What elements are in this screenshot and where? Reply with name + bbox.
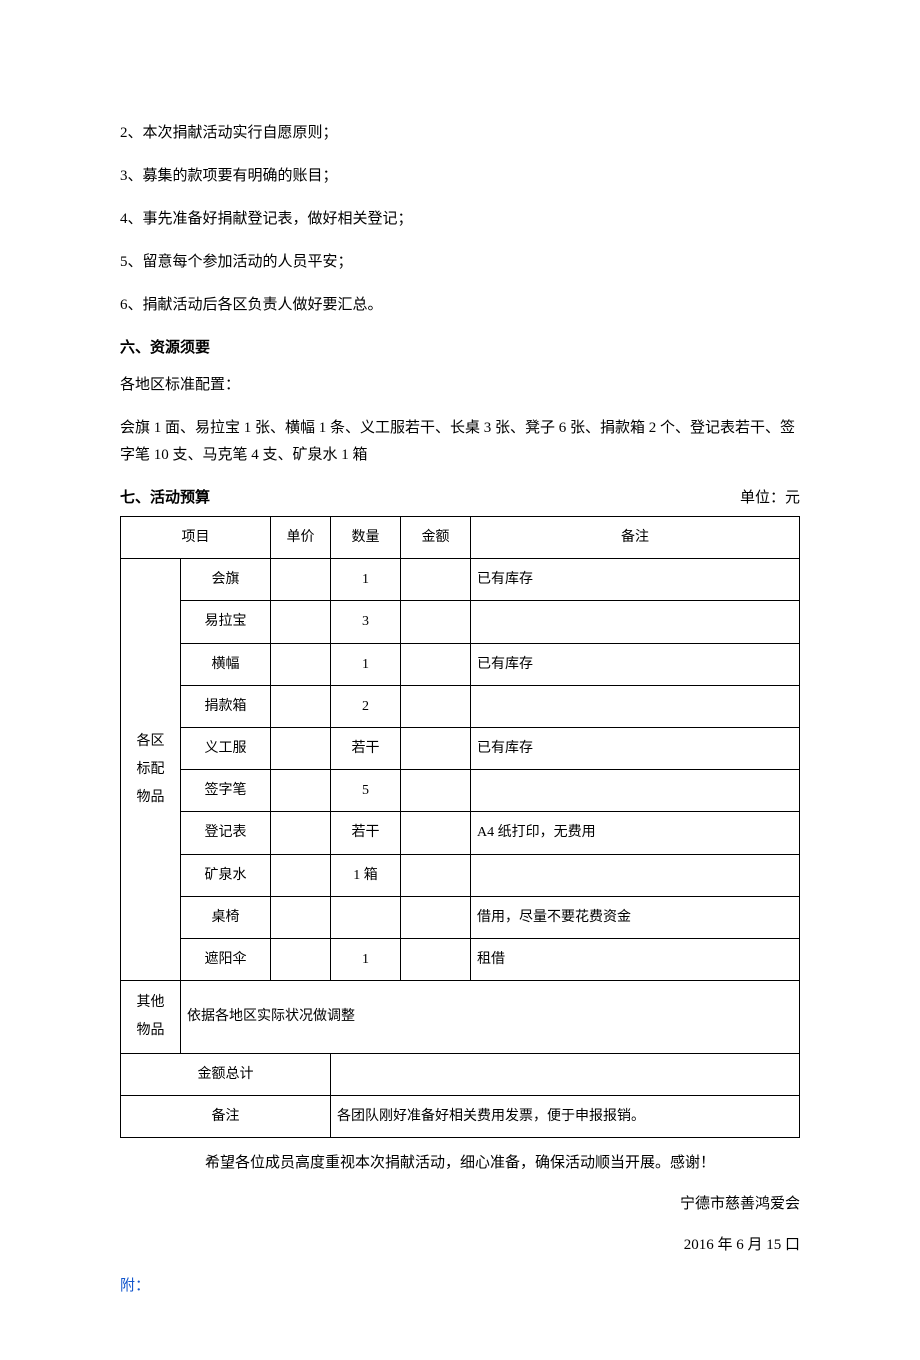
cell-item: 易拉宝	[181, 601, 271, 643]
cell-amount	[401, 685, 471, 727]
cell-note: A4 纸打印，无费用	[471, 812, 800, 854]
cell-price	[271, 770, 331, 812]
cell-note	[471, 770, 800, 812]
paragraph-3: 3、募集的款项要有明确的账目；	[120, 163, 800, 190]
cell-note	[471, 685, 800, 727]
cell-note: 已有库存	[471, 643, 800, 685]
header-amount: 金额	[401, 517, 471, 559]
budget-table: 项目 单价 数量 金额 备注 各区 标配 物品 会旗 1 已有库存 易拉宝 3 …	[120, 516, 800, 1138]
table-row: 义工服 若干 已有库存	[121, 727, 800, 769]
table-row: 各区 标配 物品 会旗 1 已有库存	[121, 559, 800, 601]
cell-amount	[401, 896, 471, 938]
cell-item: 桌椅	[181, 896, 271, 938]
cell-price	[271, 643, 331, 685]
cell-amount	[401, 938, 471, 980]
paragraph-4: 4、事先准备好捐献登记表，做好相关登记；	[120, 206, 800, 233]
remark-label-cell: 备注	[121, 1096, 331, 1138]
cell-item: 横幅	[181, 643, 271, 685]
closing-line: 希望各位成员高度重视本次捐献活动，细心准备，确保活动顺当开展。感谢！	[120, 1150, 800, 1177]
cell-note	[471, 854, 800, 896]
table-row: 桌椅 借用，尽量不要花费资金	[121, 896, 800, 938]
cell-item: 义工服	[181, 727, 271, 769]
total-value-cell	[331, 1054, 800, 1096]
cell-qty: 1 箱	[331, 854, 401, 896]
cell-note: 租借	[471, 938, 800, 980]
header-price: 单价	[271, 517, 331, 559]
table-remark-row: 备注 各团队刚好准备好相关费用发票，便于申报报销。	[121, 1096, 800, 1138]
cell-qty: 3	[331, 601, 401, 643]
table-row: 横幅 1 已有库存	[121, 643, 800, 685]
section-7-heading: 七、活动预算	[120, 485, 210, 512]
cell-item: 矿泉水	[181, 854, 271, 896]
cell-price	[271, 685, 331, 727]
cell-price	[271, 854, 331, 896]
cell-item: 登记表	[181, 812, 271, 854]
other-text-cell: 依据各地区实际状况做调整	[181, 981, 800, 1054]
cell-qty: 5	[331, 770, 401, 812]
header-note: 备注	[471, 517, 800, 559]
table-total-row: 金额总计	[121, 1054, 800, 1096]
cell-note: 借用，尽量不要花费资金	[471, 896, 800, 938]
cell-item: 捐款箱	[181, 685, 271, 727]
cell-amount	[401, 643, 471, 685]
table-other-row: 其他 物品 依据各地区实际状况做调整	[121, 981, 800, 1054]
table-row: 捐款箱 2	[121, 685, 800, 727]
cell-item: 签字笔	[181, 770, 271, 812]
paragraph-5: 5、留意每个参加活动的人员平安；	[120, 249, 800, 276]
unit-label: 单位：元	[740, 485, 800, 512]
section-6-heading: 六、资源须要	[120, 335, 800, 362]
cell-price	[271, 896, 331, 938]
cell-price	[271, 812, 331, 854]
table-row: 签字笔 5	[121, 770, 800, 812]
other-label-cell: 其他 物品	[121, 981, 181, 1054]
cell-qty: 2	[331, 685, 401, 727]
table-row: 易拉宝 3	[121, 601, 800, 643]
cell-amount	[401, 770, 471, 812]
section-6-line1: 各地区标准配置：	[120, 372, 800, 399]
cell-item: 会旗	[181, 559, 271, 601]
cell-item: 遮阳伞	[181, 938, 271, 980]
cell-qty: 1	[331, 643, 401, 685]
header-item: 项目	[121, 517, 271, 559]
cell-amount	[401, 559, 471, 601]
table-row: 登记表 若干 A4 纸打印，无费用	[121, 812, 800, 854]
table-row: 遮阳伞 1 租借	[121, 938, 800, 980]
group-label-cell: 各区 标配 物品	[121, 559, 181, 981]
cell-amount	[401, 601, 471, 643]
section-6-line2: 会旗 1 面、易拉宝 1 张、横幅 1 条、义工服若干、长桌 3 张、凳子 6 …	[120, 415, 800, 469]
header-qty: 数量	[331, 517, 401, 559]
cell-qty: 若干	[331, 727, 401, 769]
cell-note: 已有库存	[471, 559, 800, 601]
paragraph-2: 2、本次捐献活动实行自愿原则；	[120, 120, 800, 147]
cell-price	[271, 727, 331, 769]
closing-date: 2016 年 6 月 15 口	[120, 1232, 800, 1259]
cell-note	[471, 601, 800, 643]
cell-price	[271, 601, 331, 643]
cell-qty: 1	[331, 559, 401, 601]
cell-qty: 1	[331, 938, 401, 980]
cell-qty	[331, 896, 401, 938]
cell-price	[271, 559, 331, 601]
paragraph-6: 6、捐献活动后各区负责人做好要汇总。	[120, 292, 800, 319]
attachment-label: 附：	[120, 1273, 800, 1300]
closing-org: 宁德市慈善鸿爱会	[120, 1191, 800, 1218]
cell-amount	[401, 727, 471, 769]
remark-text-cell: 各团队刚好准备好相关费用发票，便于申报报销。	[331, 1096, 800, 1138]
cell-amount	[401, 854, 471, 896]
cell-price	[271, 938, 331, 980]
cell-note: 已有库存	[471, 727, 800, 769]
cell-qty: 若干	[331, 812, 401, 854]
total-label-cell: 金额总计	[121, 1054, 331, 1096]
table-header-row: 项目 单价 数量 金额 备注	[121, 517, 800, 559]
cell-amount	[401, 812, 471, 854]
table-row: 矿泉水 1 箱	[121, 854, 800, 896]
